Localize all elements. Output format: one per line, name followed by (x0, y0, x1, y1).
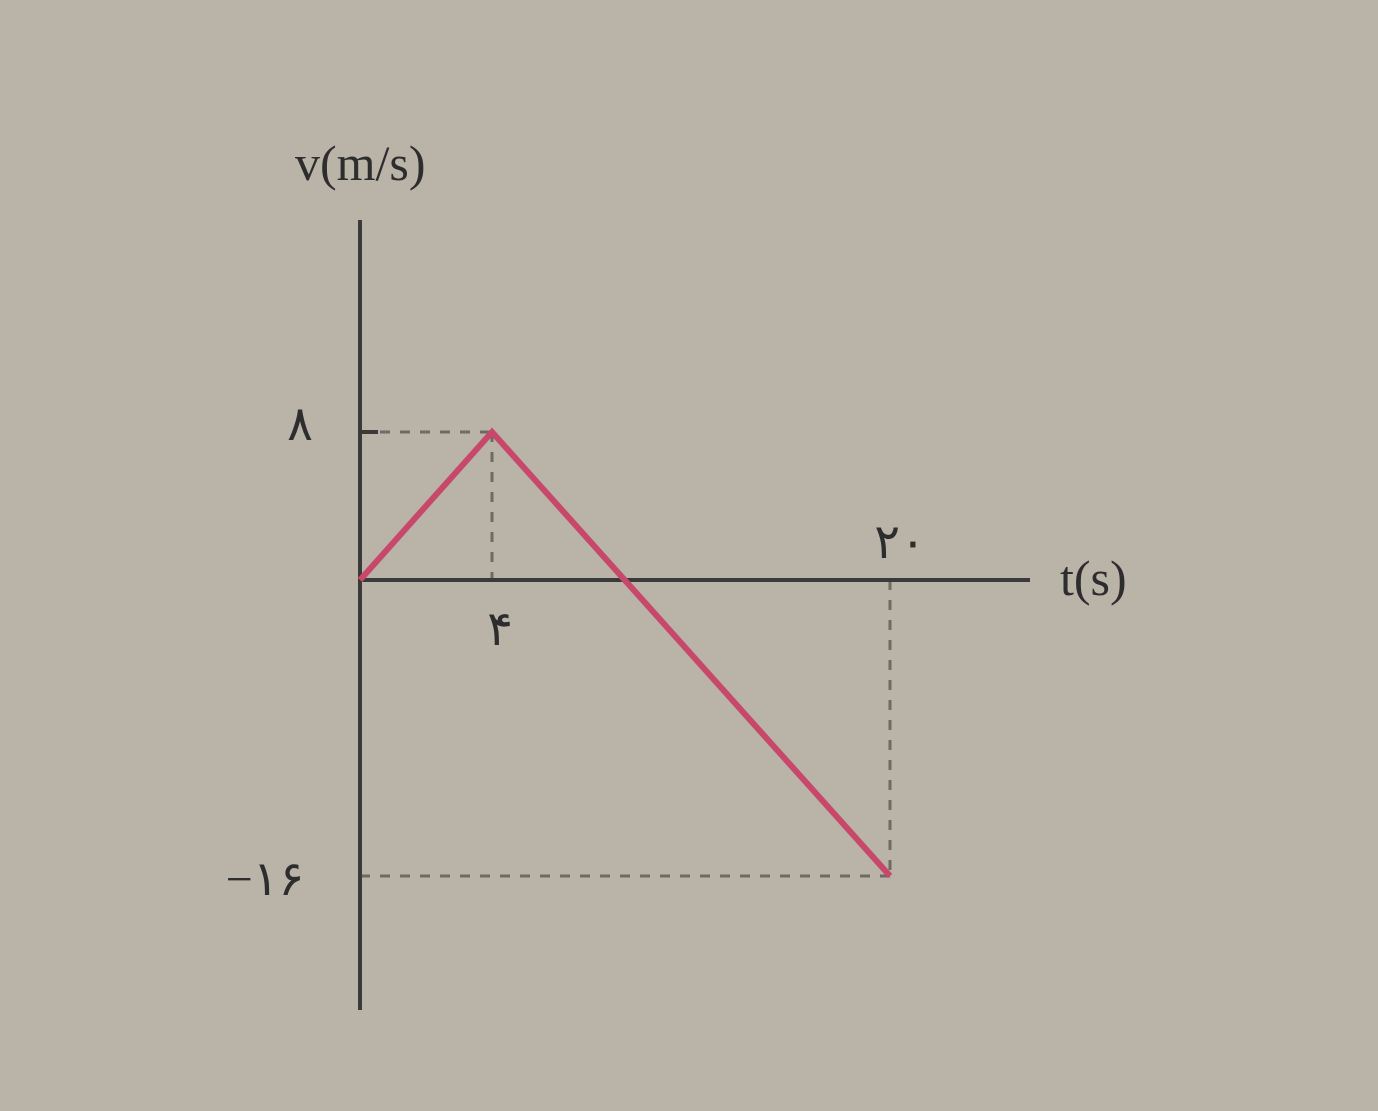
tick-label: −۱۶ (226, 853, 305, 906)
y-axis-label: v(m/s) (295, 135, 426, 191)
tick-label: ۸ (287, 398, 313, 451)
tick-label: ۲۰ (874, 516, 926, 569)
tick-label: ۴ (487, 603, 513, 656)
x-axis-label: t(s) (1060, 550, 1127, 606)
guide-lines (360, 432, 890, 876)
axes (360, 220, 1030, 1010)
velocity-time-chart: v(m/s) t(s) ۸ −۱۶ ۴ ۲۰ (0, 0, 1378, 1111)
velocity-series (360, 432, 890, 876)
